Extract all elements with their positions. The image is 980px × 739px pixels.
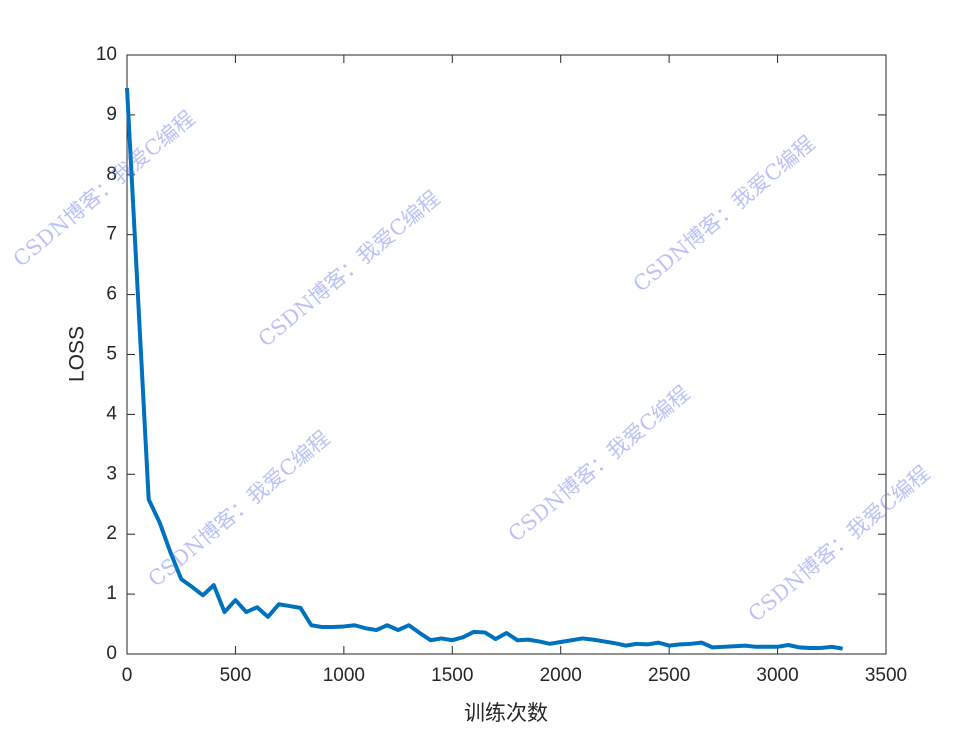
y-tick-label: 2 bbox=[106, 523, 117, 544]
x-tick-label: 1500 bbox=[431, 665, 473, 686]
y-tick-label: 9 bbox=[106, 104, 117, 125]
y-tick-label: 4 bbox=[106, 403, 117, 424]
y-tick-label: 8 bbox=[106, 164, 117, 185]
y-tick-label: 10 bbox=[96, 44, 117, 65]
y-tick-label: 1 bbox=[106, 583, 117, 604]
y-tick-label: 5 bbox=[106, 344, 117, 365]
x-tick-label: 3000 bbox=[756, 665, 798, 686]
y-tick-label: 6 bbox=[106, 284, 117, 305]
x-tick-label: 3500 bbox=[865, 665, 907, 686]
x-tick-label: 2500 bbox=[648, 665, 690, 686]
y-tick-label: 7 bbox=[106, 224, 117, 245]
y-tick-label: 3 bbox=[106, 463, 117, 484]
loss-line bbox=[125, 87, 843, 651]
x-tick-label: 500 bbox=[220, 665, 252, 686]
y-tick-label: 0 bbox=[106, 643, 117, 664]
x-tick-label: 1000 bbox=[323, 665, 365, 686]
y-axis-label: LOSS bbox=[66, 326, 89, 382]
x-tick-label: 2000 bbox=[540, 665, 582, 686]
plot-frame bbox=[126, 54, 887, 655]
x-axis-label: 训练次数 bbox=[464, 702, 548, 725]
x-tick-label: 0 bbox=[122, 665, 133, 686]
